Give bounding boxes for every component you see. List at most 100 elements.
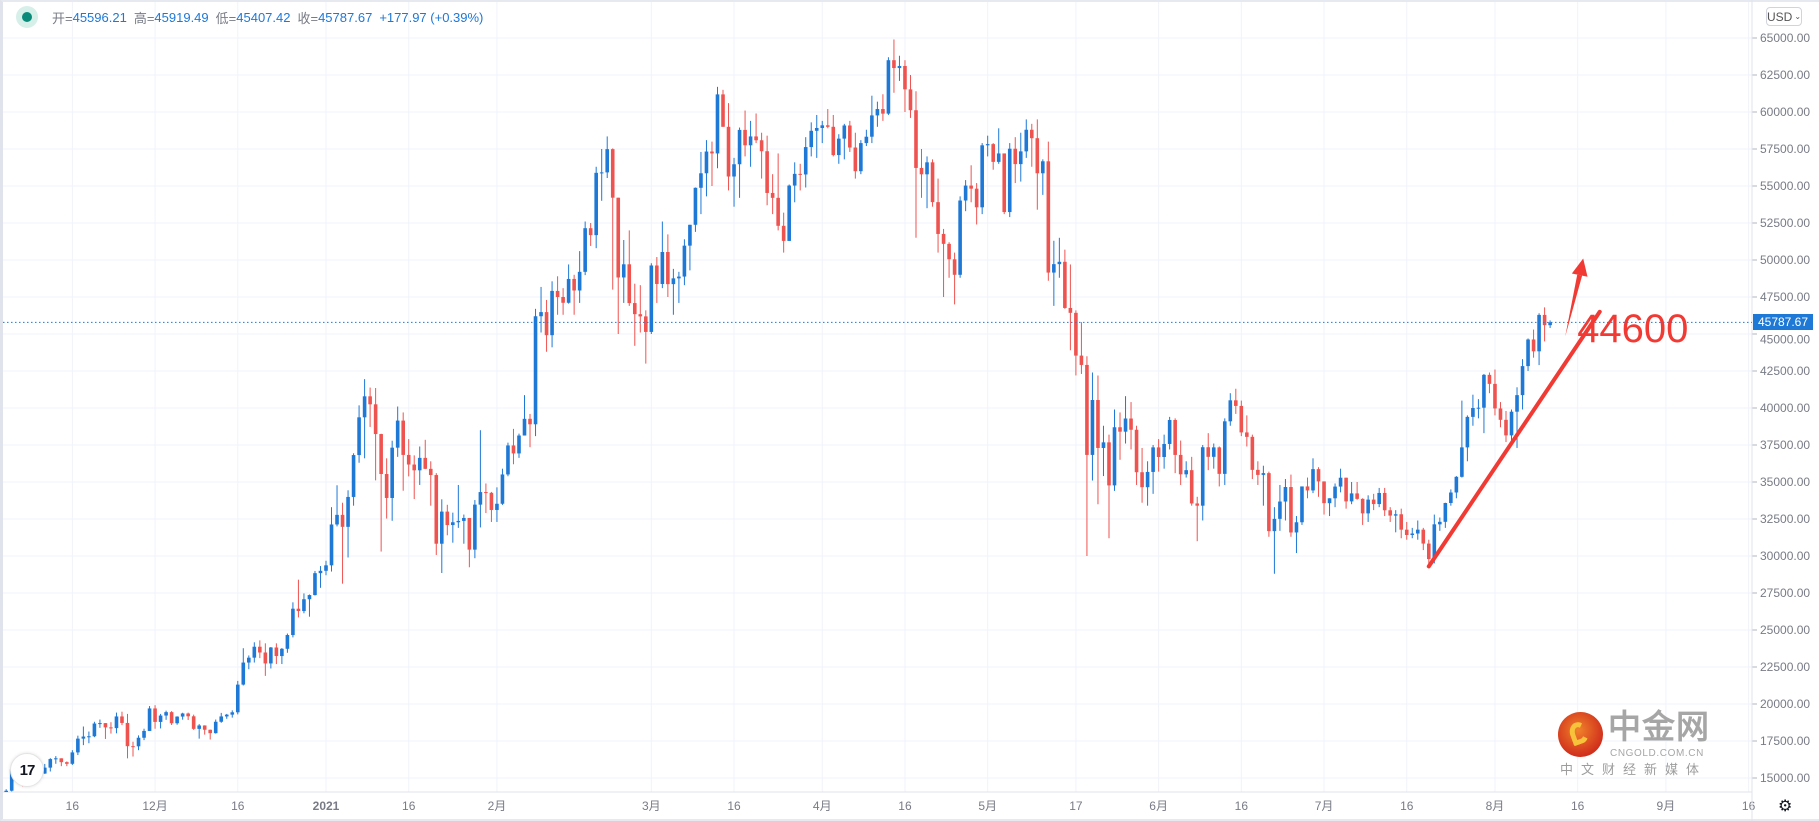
candle (1404, 521, 1409, 540)
candle-body (1112, 427, 1117, 486)
candle (842, 123, 847, 160)
x-tick-label: 16 (1235, 799, 1249, 813)
candle-body (48, 759, 53, 768)
candle (1167, 416, 1172, 450)
candle (621, 240, 626, 303)
candle-body (1046, 161, 1051, 273)
candle (1366, 495, 1370, 522)
currency-button[interactable]: USD ⌄ (1766, 7, 1802, 26)
candle (230, 710, 235, 718)
candle (158, 713, 163, 729)
annotation-text[interactable]: 44600 (1577, 306, 1689, 351)
candle (1206, 433, 1211, 471)
candle (395, 406, 400, 457)
low-label: 低= (215, 10, 237, 26)
candle-body (925, 162, 929, 175)
candle-body (814, 127, 819, 131)
x-tick-label: 16 (1400, 799, 1414, 813)
x-tick-label: 16 (66, 799, 80, 813)
candle-body (1002, 153, 1007, 213)
y-tick-label: 52500.00 (1760, 216, 1810, 230)
candle-body (963, 185, 968, 201)
candle (1382, 487, 1387, 517)
candle (1471, 394, 1475, 426)
candle (318, 566, 323, 588)
candle-body (632, 303, 637, 315)
candle (373, 388, 378, 481)
x-tick-label: 2月 (488, 799, 507, 813)
candle-body (59, 758, 64, 763)
candle-body (1548, 322, 1552, 326)
candle-body (428, 468, 433, 476)
x-tick-label: 5月 (978, 799, 997, 813)
candle-body (445, 511, 450, 526)
y-tick-label: 20000.00 (1760, 697, 1810, 711)
candle (980, 143, 984, 215)
candle (996, 128, 1001, 164)
candle (1123, 396, 1128, 444)
candle (489, 491, 494, 522)
candle-body (936, 202, 940, 234)
candle (1052, 240, 1056, 306)
candle (925, 156, 929, 209)
tradingview-logo[interactable]: 17 (10, 753, 44, 787)
candle-body (252, 646, 257, 658)
candle (638, 285, 643, 333)
candle-body (1222, 421, 1227, 474)
candle (572, 274, 576, 315)
candle (1283, 479, 1288, 521)
candle (743, 110, 747, 157)
candle-body (158, 715, 163, 722)
candle (814, 114, 819, 158)
candle-body (186, 713, 190, 717)
candle-body (324, 565, 328, 571)
candle-body (202, 725, 207, 730)
candle (941, 228, 946, 297)
candle-body (362, 396, 367, 418)
candle (1063, 249, 1067, 309)
y-tick-label: 40000.00 (1760, 401, 1810, 415)
candle-body (803, 147, 808, 175)
candle-body (1145, 471, 1150, 488)
candle (599, 149, 604, 201)
candle (588, 223, 593, 246)
candle (1520, 359, 1525, 410)
x-tick-label: 16 (1571, 799, 1585, 813)
candle-body (335, 514, 339, 525)
gear-icon[interactable]: ⚙ (1778, 798, 1793, 815)
candle (1449, 489, 1453, 506)
candle-body (1349, 493, 1354, 502)
candle-body (1029, 129, 1034, 139)
candle (1548, 320, 1552, 328)
candle (732, 157, 736, 207)
candle-body (809, 130, 814, 148)
candle-body (164, 712, 168, 716)
candle-body (616, 197, 621, 278)
candle (837, 134, 841, 164)
y-tick-label: 32500.00 (1760, 512, 1810, 526)
candle (42, 763, 47, 774)
x-tick-label: 7月 (1315, 799, 1334, 813)
candle (1041, 159, 1045, 195)
candle-body (1427, 543, 1431, 560)
candle-body (732, 164, 736, 177)
candle-body (550, 290, 554, 336)
candle-body (180, 713, 185, 717)
candle-body (1399, 514, 1404, 530)
candle-body (897, 65, 902, 69)
candle-body (825, 125, 830, 127)
candle (1085, 356, 1089, 556)
candle-body (1167, 419, 1172, 444)
candle (59, 758, 64, 767)
candle-body (384, 474, 389, 498)
candle (92, 721, 97, 738)
candle (1134, 425, 1139, 485)
candle-body (1415, 529, 1420, 534)
candle (1211, 443, 1216, 469)
candle (1454, 476, 1459, 499)
candle-body (1432, 524, 1437, 560)
candle (235, 680, 240, 715)
candle-body (759, 140, 764, 152)
candle (1234, 388, 1238, 414)
